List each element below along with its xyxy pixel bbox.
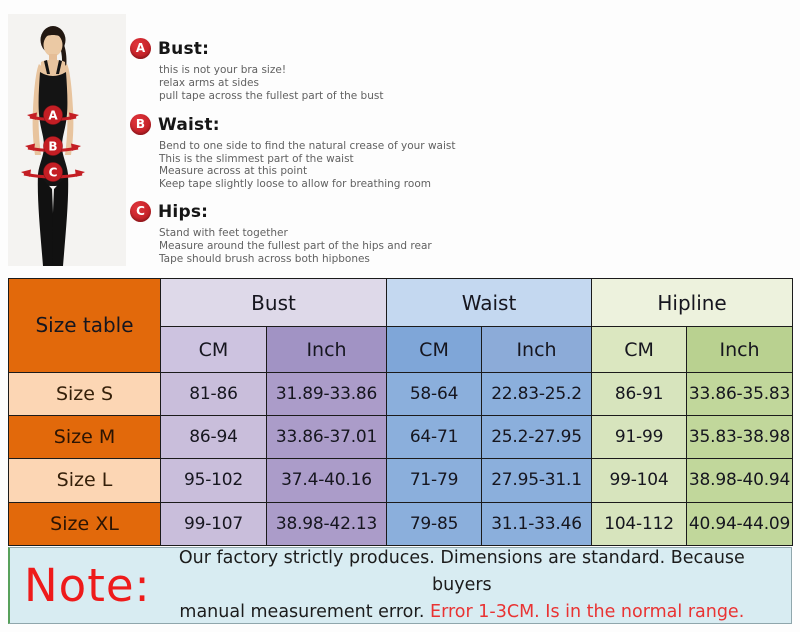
table-corner-label: Size table bbox=[8, 278, 161, 373]
note-label: Note: bbox=[24, 559, 151, 612]
measurement-figure: A B C bbox=[8, 14, 126, 266]
guide-title-waist: Waist: bbox=[158, 114, 220, 135]
cell-waist-inch: 31.1-33.46 bbox=[481, 501, 593, 547]
note-line2-red: Error 1-3CM. Is in the normal range. bbox=[430, 602, 745, 623]
badge-c-icon: C bbox=[130, 201, 151, 223]
unit-header-bust-inch: Inch bbox=[265, 326, 388, 373]
note-banner: Note: Our factory strictly produces. Dim… bbox=[8, 547, 792, 624]
marker-b-letter: B bbox=[48, 140, 57, 154]
cell-bust-cm: 81-86 bbox=[160, 371, 267, 417]
cell-bust-cm: 86-94 bbox=[160, 414, 267, 460]
row-label: Size L bbox=[8, 458, 161, 503]
cell-bust-cm: 95-102 bbox=[160, 458, 267, 503]
instruction-line: Measure across at this point bbox=[159, 165, 308, 178]
badge-b-icon: B bbox=[130, 114, 151, 135]
row-label: Size XL bbox=[8, 501, 161, 547]
unit-header-bust-cm: CM bbox=[160, 326, 267, 373]
cell-hipline-inch: 35.83-38.98 bbox=[686, 414, 794, 460]
cell-waist-cm: 79-85 bbox=[386, 501, 483, 547]
cell-hipline-cm: 99-104 bbox=[591, 458, 688, 503]
instruction-line: Tape should brush across both hipbones bbox=[159, 253, 370, 266]
marker-c-band: C bbox=[21, 162, 85, 182]
cell-hipline-inch: 38.98-40.94 bbox=[686, 458, 794, 503]
instruction-line: this is not your bra size! bbox=[159, 64, 287, 76]
note-line1: Our factory strictly produces. Dimension… bbox=[178, 547, 745, 595]
unit-header-waist-cm: CM bbox=[386, 326, 483, 373]
cell-hipline-inch: 40.94-44.09 bbox=[686, 501, 794, 547]
cell-bust-inch: 31.89-33.86 bbox=[265, 371, 388, 417]
group-header-bust: Bust bbox=[159, 277, 388, 328]
note-line2-black: manual measurement error. bbox=[179, 602, 431, 623]
guide-title-bust: Bust: bbox=[158, 38, 210, 59]
cell-waist-inch: 22.83-25.2 bbox=[481, 371, 593, 417]
measurement-instructions: A Bust: this is not your bra size! relax… bbox=[130, 38, 690, 277]
badge-a-icon: A bbox=[130, 38, 151, 59]
cell-bust-cm: 99-107 bbox=[160, 501, 267, 547]
marker-a-letter: A bbox=[48, 109, 58, 123]
marker-a-band: A bbox=[27, 105, 79, 125]
cell-waist-cm: 64-71 bbox=[386, 414, 483, 460]
group-header-waist: Waist bbox=[386, 277, 593, 328]
cell-bust-inch: 38.98-42.13 bbox=[265, 501, 388, 547]
instruction-line: Measure around the fullest part of the h… bbox=[159, 240, 432, 253]
cell-waist-inch: 25.2-27.95 bbox=[481, 414, 593, 460]
guide-section-bust: A Bust: this is not your bra size! relax… bbox=[130, 38, 690, 103]
table-row-size-l: Size L 95-102 37.4-40.16 71-79 27.95-31.… bbox=[8, 458, 794, 503]
cell-bust-inch: 37.4-40.16 bbox=[265, 458, 388, 503]
cell-waist-cm: 71-79 bbox=[386, 458, 483, 503]
instruction-line: This is the slimmest part of the waist bbox=[159, 152, 354, 165]
cell-hipline-cm: 104-112 bbox=[591, 501, 688, 547]
guide-section-waist: B Waist: Bend to one side to find the na… bbox=[130, 114, 690, 190]
instruction-line: relax arms at sides bbox=[159, 77, 259, 89]
guide-section-hips: C Hips: Stand with feet together Measure… bbox=[130, 201, 690, 266]
guide-title-hips: Hips: bbox=[158, 201, 209, 222]
marker-c-letter: C bbox=[49, 166, 58, 180]
size-table: Size table Bust Waist Hipline CM Inch CM… bbox=[8, 277, 794, 547]
row-label: Size M bbox=[8, 414, 161, 460]
cell-waist-cm: 58-64 bbox=[386, 371, 483, 417]
instruction-line: Keep tape slightly loose to allow for br… bbox=[159, 177, 431, 190]
model-photo: A B C bbox=[8, 14, 126, 266]
note-text: Our factory strictly produces. Dimension… bbox=[151, 545, 779, 626]
marker-b-band: B bbox=[25, 136, 81, 156]
unit-header-waist-inch: Inch bbox=[481, 326, 593, 373]
table-row-size-s: Size S 81-86 31.89-33.86 58-64 22.83-25.… bbox=[8, 371, 794, 417]
instruction-line: Bend to one side to find the natural cre… bbox=[159, 140, 456, 152]
unit-header-hipline-cm: CM bbox=[591, 326, 688, 373]
instruction-line: pull tape across the fullest part of the… bbox=[159, 90, 384, 102]
cell-bust-inch: 33.86-37.01 bbox=[265, 414, 388, 460]
cell-hipline-cm: 86-91 bbox=[591, 371, 688, 417]
table-row-size-m: Size M 86-94 33.86-37.01 64-71 25.2-27.9… bbox=[8, 414, 794, 460]
table-row-size-xl: Size XL 99-107 38.98-42.13 79-85 31.1-33… bbox=[8, 501, 794, 547]
cell-hipline-inch: 33.86-35.83 bbox=[686, 371, 794, 417]
instruction-line: Stand with feet together bbox=[159, 227, 288, 240]
cell-hipline-cm: 91-99 bbox=[591, 414, 688, 460]
unit-header-hipline-inch: Inch bbox=[686, 326, 794, 373]
row-label: Size S bbox=[8, 371, 161, 417]
cell-waist-inch: 27.95-31.1 bbox=[481, 458, 593, 503]
group-header-hipline: Hipline bbox=[591, 277, 794, 328]
